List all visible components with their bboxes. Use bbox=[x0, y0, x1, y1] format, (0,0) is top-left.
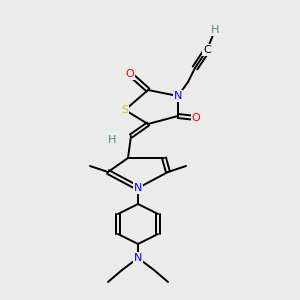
Text: N: N bbox=[134, 253, 142, 263]
Text: S: S bbox=[122, 105, 129, 115]
Text: H: H bbox=[211, 25, 219, 35]
Text: N: N bbox=[134, 183, 142, 193]
Text: N: N bbox=[174, 91, 182, 101]
Text: O: O bbox=[126, 69, 134, 79]
Text: C: C bbox=[203, 45, 211, 55]
Text: H: H bbox=[108, 135, 116, 145]
Text: O: O bbox=[192, 113, 200, 123]
